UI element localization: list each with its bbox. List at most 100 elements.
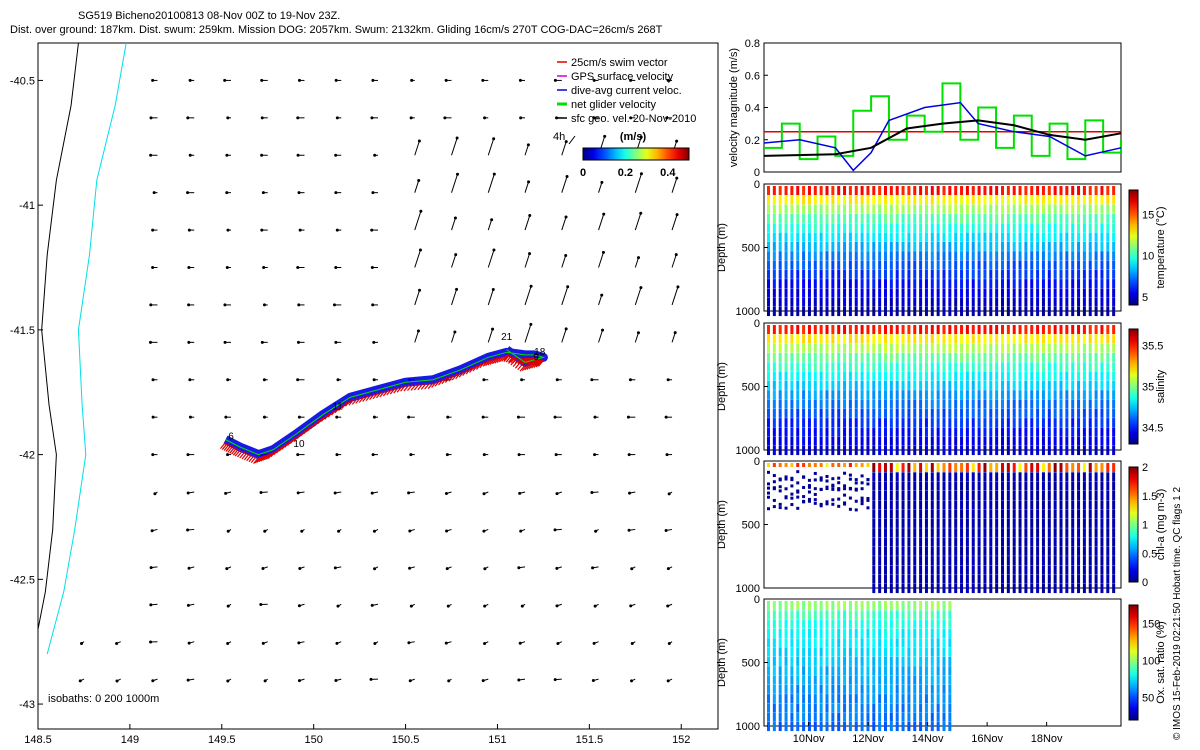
section-data-point xyxy=(942,241,946,251)
section-data-point xyxy=(1053,307,1057,317)
section-data-point xyxy=(837,488,841,492)
section-data-point xyxy=(977,509,981,519)
section-data-point xyxy=(1012,509,1016,519)
section-data-point xyxy=(784,647,788,657)
section-data-point xyxy=(889,279,893,289)
velocity-arrow-head xyxy=(666,378,670,382)
section-data-point xyxy=(1053,490,1057,500)
section-data-point xyxy=(878,288,882,298)
section-data-point xyxy=(1006,565,1010,575)
section-data-point xyxy=(1006,279,1010,289)
section-data-point xyxy=(807,343,811,353)
section-data-point xyxy=(860,269,864,279)
section-data-point xyxy=(825,436,829,446)
velocity-arrow-head xyxy=(482,378,486,382)
section-data-point xyxy=(1071,537,1075,547)
section-data-point xyxy=(854,436,858,446)
section-data-point xyxy=(1053,269,1057,279)
section-data-point xyxy=(807,204,811,214)
section-data-point xyxy=(1071,436,1075,446)
section-data-point xyxy=(1030,362,1034,372)
velocity-arrow-head xyxy=(527,180,531,184)
section-data-point xyxy=(942,446,946,456)
velocity-arrow xyxy=(561,328,567,343)
velocity-arrow-head xyxy=(149,640,153,644)
section-data-point xyxy=(924,325,928,335)
section-data-point xyxy=(907,380,911,390)
section-data-point xyxy=(1106,408,1110,418)
section-data-point xyxy=(1106,343,1110,353)
section-data-point xyxy=(813,647,817,657)
section-data-point xyxy=(983,490,987,500)
section-data-point xyxy=(907,204,911,214)
section-data-point xyxy=(1100,528,1104,538)
section-data-point xyxy=(983,288,987,298)
section-data-point xyxy=(778,436,782,446)
section-data-point xyxy=(807,712,811,722)
section-data-point xyxy=(843,288,847,298)
section-data-point xyxy=(1053,472,1057,482)
velocity-arrow-head xyxy=(453,216,457,220)
section-data-point xyxy=(878,601,882,611)
section-data-point xyxy=(942,251,946,261)
section-data-point xyxy=(802,722,806,732)
section-data-point xyxy=(837,436,841,446)
velocity-arrow-head xyxy=(593,415,597,419)
section-data-point xyxy=(936,232,940,242)
section-data-point xyxy=(872,399,876,409)
section-data-point xyxy=(813,501,817,505)
section-data-point xyxy=(784,390,788,400)
section-data-point xyxy=(1059,362,1063,372)
section-data-point xyxy=(796,506,800,510)
section-data-point xyxy=(1047,260,1051,270)
map-y-tick-label: -42 xyxy=(19,450,35,462)
velocity-arrow-head xyxy=(629,78,633,82)
swim-vector-tick xyxy=(293,434,300,442)
map-x-tick-label: 151 xyxy=(488,734,506,746)
section-data-point xyxy=(1012,418,1016,428)
section-data-point xyxy=(1065,528,1069,538)
section-data-point xyxy=(825,297,829,307)
section-data-point xyxy=(1059,371,1063,381)
velocity-arrow-head xyxy=(151,378,155,382)
section-data-point xyxy=(872,352,876,362)
section-data-point xyxy=(919,334,923,344)
section-data-point xyxy=(913,399,917,409)
velocity-arrow-head xyxy=(564,215,568,219)
section-data-point xyxy=(1059,463,1063,473)
section-data-point xyxy=(971,325,975,335)
section-data-point xyxy=(1106,260,1110,270)
section-data-point xyxy=(1106,352,1110,362)
swim-vector-tick xyxy=(503,355,510,363)
section-data-point xyxy=(942,204,946,214)
section-data-point xyxy=(854,288,858,298)
section-data-point xyxy=(1077,518,1081,528)
section-data-point xyxy=(965,241,969,251)
section-data-point xyxy=(860,712,864,722)
section-data-point xyxy=(936,675,940,685)
section-data-point xyxy=(895,269,899,279)
section-data-point xyxy=(948,518,952,528)
section-data-point xyxy=(901,481,905,491)
velocity-arrow-head xyxy=(519,529,523,533)
section-data-point xyxy=(1012,352,1016,362)
section-data-point xyxy=(843,399,847,409)
section-data-point xyxy=(948,334,952,344)
section-data-point xyxy=(807,362,811,372)
section-data-point xyxy=(884,472,887,482)
section-data-point xyxy=(977,362,981,372)
velocity-arrow-head xyxy=(335,228,339,232)
section-data-point xyxy=(895,213,899,223)
section-data-point xyxy=(1041,472,1045,482)
section-data-point xyxy=(1100,362,1104,372)
section-data-point xyxy=(1077,528,1081,538)
velocity-arrow-head xyxy=(483,604,487,608)
section-data-point xyxy=(889,638,893,648)
section-data-point xyxy=(1053,584,1057,594)
section-data-point xyxy=(1018,269,1022,279)
section-data-point xyxy=(772,343,776,353)
section-data-point xyxy=(919,399,923,409)
section-data-point xyxy=(831,463,835,467)
section-data-point xyxy=(1094,472,1098,482)
section-data-point xyxy=(866,213,870,223)
